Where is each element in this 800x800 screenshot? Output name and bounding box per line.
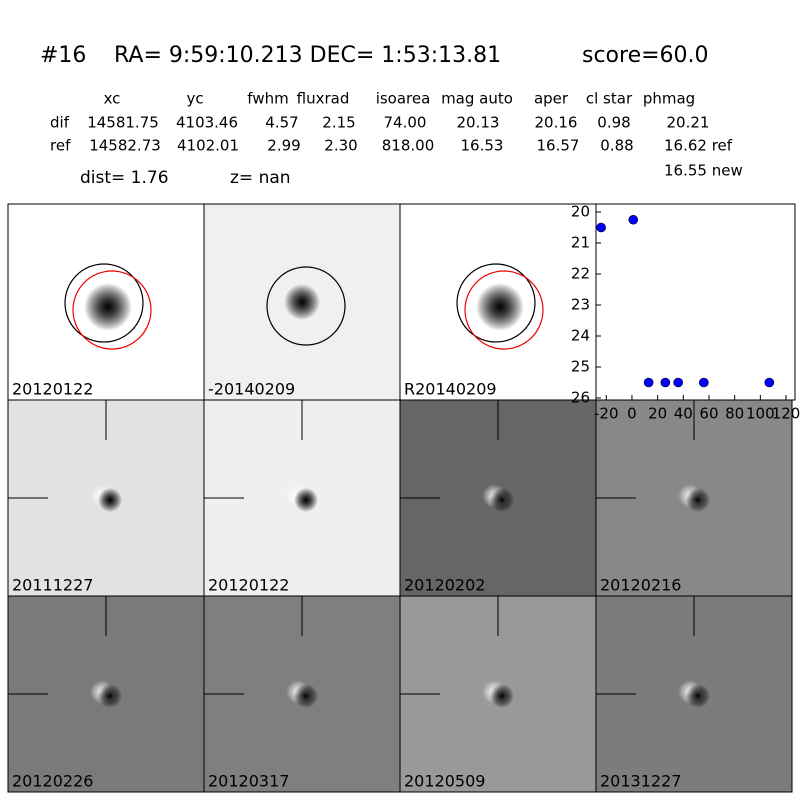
panel-label: 20120317 <box>208 772 289 791</box>
panel-label: 20120202 <box>404 576 485 595</box>
x-tick-label: 40 <box>674 405 693 423</box>
aperture <box>266 266 346 346</box>
column-header: fwhm <box>247 90 288 108</box>
y-tick-label: 22 <box>571 265 590 283</box>
source-id: #16 <box>40 43 86 68</box>
table-cell: 16.57 <box>537 137 580 155</box>
table-cell: 16.53 <box>461 137 504 155</box>
row-label: ref <box>50 137 71 155</box>
star-blob <box>476 283 524 331</box>
score: score=60.0 <box>582 43 709 68</box>
y-tick-label: 26 <box>571 389 590 407</box>
table-cell: 4102.01 <box>177 137 239 155</box>
x-tick-label: 0 <box>627 405 637 423</box>
new-mag: 16.55 new <box>664 162 743 180</box>
redshift: z= nan <box>230 168 291 188</box>
x-tick-label: 60 <box>699 405 718 423</box>
aperture-ref <box>464 270 544 350</box>
star-blob <box>284 284 320 320</box>
column-header: isoarea <box>376 90 431 108</box>
column-header: mag auto <box>441 90 513 108</box>
residual-dark <box>490 684 514 708</box>
panel-label: R20140209 <box>404 380 497 399</box>
residual-dark <box>490 488 514 512</box>
panel-label: -20140209 <box>208 380 295 399</box>
panel-label: 20120226 <box>12 772 93 791</box>
point <box>596 222 606 233</box>
panel-label: 20120509 <box>404 772 485 791</box>
column-header: xc <box>104 90 121 108</box>
residual-dark <box>294 684 318 708</box>
table-cell: 818.00 <box>382 137 435 155</box>
point <box>764 377 775 388</box>
residual-dark <box>686 684 710 708</box>
y-tick-label: 24 <box>571 327 590 345</box>
point <box>673 377 683 388</box>
point <box>628 214 639 225</box>
aperture <box>456 263 536 343</box>
table-cell: 4.57 <box>265 114 298 132</box>
x-tick-label: 20 <box>648 405 667 423</box>
y-tick-label: 25 <box>571 358 590 376</box>
y-tick-label: 23 <box>571 296 590 314</box>
panel-label: 20120122 <box>208 576 289 595</box>
table-cell: 2.99 <box>267 137 300 155</box>
table-cell: 20.21 <box>667 114 710 132</box>
table-cell: 4103.46 <box>176 114 238 132</box>
point <box>643 377 654 388</box>
panel-label: 20111227 <box>12 576 93 595</box>
y-tick-label: 20 <box>571 203 590 221</box>
table-cell: 14581.75 <box>87 114 159 132</box>
residual-dark <box>686 488 710 512</box>
panel-grid: 20120122 -20140209 R20140209 20111227 201201… <box>7 203 793 793</box>
residual-dark <box>294 488 318 512</box>
panel-label: 20120122 <box>12 380 93 399</box>
column-header: cl star <box>586 90 633 108</box>
residual-dark <box>98 488 122 512</box>
x-tick-label: 120 <box>772 405 800 423</box>
column-header: phmag <box>643 90 695 108</box>
distance: dist= 1.76 <box>80 168 169 188</box>
star-blob <box>84 283 132 331</box>
plot-frame <box>595 203 796 401</box>
table-cell: 0.88 <box>600 137 633 155</box>
table-cell: 2.30 <box>324 137 357 155</box>
panel-label: 20120216 <box>600 576 681 595</box>
table-cell: 2.15 <box>322 114 355 132</box>
column-header: yc <box>186 90 203 108</box>
table-cell: 0.98 <box>597 114 630 132</box>
aperture-ref <box>72 270 152 350</box>
table-cell: 20.13 <box>457 114 500 132</box>
x-tick-label: 80 <box>725 405 744 423</box>
column-header: fluxrad <box>297 90 350 108</box>
row-label: dif <box>50 114 70 132</box>
column-header: aper <box>534 90 569 108</box>
table-cell: 16.62 ref <box>664 137 733 155</box>
y-tick-label: 21 <box>571 234 590 252</box>
x-tick-label: -20 <box>594 405 619 423</box>
coordinates: RA= 9:59:10.213 DEC= 1:53:13.81 <box>114 43 501 68</box>
residual-dark <box>98 684 122 708</box>
x-tick-label: 100 <box>746 405 775 423</box>
aperture <box>64 263 144 343</box>
table-cell: 20.16 <box>535 114 578 132</box>
table-cell: 14582.73 <box>89 137 161 155</box>
panel-label: 20131227 <box>600 772 681 791</box>
table-cell: 74.00 <box>384 114 427 132</box>
point <box>699 377 709 388</box>
point <box>660 377 671 388</box>
